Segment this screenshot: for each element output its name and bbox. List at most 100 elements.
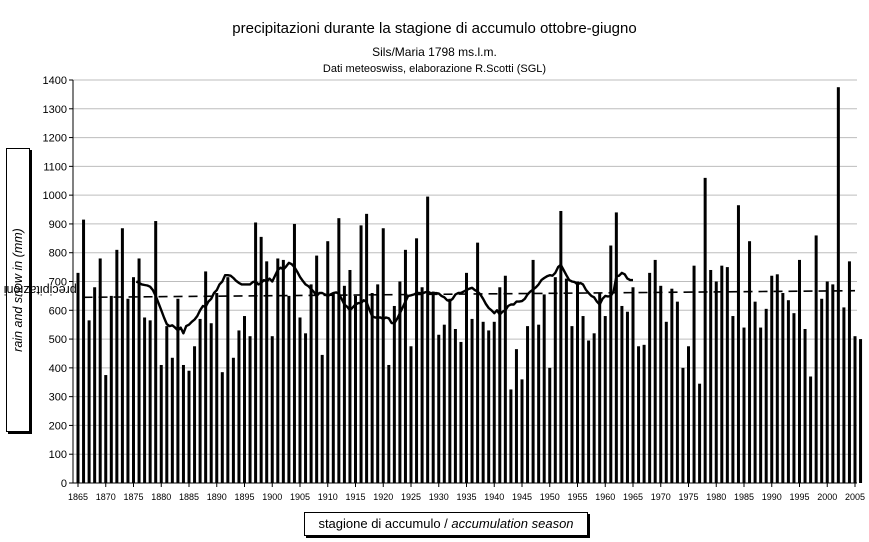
bar: [803, 328, 807, 483]
y-tick-label: 500: [49, 334, 67, 346]
x-tick-label: 1985: [734, 492, 754, 502]
bar: [215, 293, 219, 483]
bar: [487, 330, 491, 483]
bar: [576, 281, 579, 483]
bar: [476, 242, 480, 483]
bar: [320, 354, 324, 483]
bar: [598, 293, 602, 483]
x-tick-label: 1990: [762, 492, 782, 502]
bar: [326, 241, 330, 483]
y-axis-label-main: precipitazioni in mm /: [0, 283, 77, 297]
x-tick-label: 1945: [512, 492, 532, 502]
bar: [315, 255, 319, 483]
bar: [132, 277, 135, 483]
bar: [287, 295, 291, 483]
bar: [531, 259, 535, 483]
bar: [553, 277, 557, 483]
bar: [187, 370, 191, 483]
bar: [570, 326, 574, 483]
y-tick-label: 0: [61, 478, 67, 490]
bar: [670, 288, 674, 483]
bar: [770, 275, 774, 483]
moving-average-line: [135, 261, 633, 335]
bar: [664, 321, 668, 483]
bar: [503, 275, 507, 483]
bar: [165, 326, 169, 483]
chart-title: precipitazioni durante la stagione di ac…: [232, 20, 637, 37]
x-tick-label: 1960: [595, 492, 615, 502]
bar: [814, 235, 818, 483]
bar: [354, 295, 357, 483]
bar: [198, 318, 202, 483]
x-axis-label-italic: accumulation season: [451, 516, 574, 531]
bar: [220, 372, 224, 483]
bar: [614, 212, 618, 483]
x-tick-label: 1865: [68, 492, 88, 502]
bar: [559, 210, 563, 483]
bar: [775, 274, 779, 483]
bar: [109, 295, 113, 483]
y-tick-label: 1300: [43, 104, 67, 116]
bar: [137, 258, 141, 483]
bar: [359, 225, 363, 483]
bar: [609, 245, 613, 483]
bar: [154, 221, 158, 484]
bar: [442, 324, 446, 483]
bar: [392, 305, 396, 483]
bar: [331, 293, 335, 483]
bar: [725, 267, 729, 483]
bar: [587, 340, 591, 483]
bar: [648, 272, 652, 483]
bar: [259, 236, 263, 483]
bar: [703, 177, 707, 483]
bar: [603, 316, 607, 483]
bar: [348, 269, 352, 483]
bar: [687, 346, 690, 483]
bar: [653, 259, 657, 483]
x-tick-label: 1900: [262, 492, 282, 502]
bar: [492, 321, 496, 483]
x-tick-label: 2000: [817, 492, 837, 502]
bar: [859, 339, 863, 483]
y-tick-label: 1400: [43, 75, 67, 87]
bar: [120, 228, 124, 483]
x-tick-label: 1880: [151, 492, 171, 502]
y-tick-label: 100: [49, 449, 67, 461]
bar: [659, 285, 663, 483]
bar: [76, 272, 80, 483]
chart-source: Dati meteoswiss, elaborazione R.Scotti (…: [322, 63, 547, 75]
bar: [448, 298, 452, 483]
bar: [825, 281, 829, 483]
bar: [265, 261, 269, 483]
x-tick-label: 1895: [234, 492, 254, 502]
bar: [759, 327, 763, 483]
bar: [514, 349, 518, 483]
y-tick-label: 600: [49, 305, 67, 317]
bar: [537, 324, 541, 483]
bar: [764, 308, 768, 483]
bar: [126, 298, 130, 483]
y-tick-label: 1100: [43, 161, 67, 173]
bar: [498, 287, 502, 483]
bar: [731, 316, 735, 483]
bar: [420, 287, 424, 483]
bar: [403, 249, 407, 483]
bar: [581, 316, 585, 483]
bar: [642, 344, 646, 483]
bar: [698, 383, 702, 483]
x-axis-label-main: stagione di accumulo /: [318, 516, 452, 531]
y-tick-label: 300: [49, 392, 67, 404]
bar: [592, 333, 596, 483]
bar: [237, 330, 241, 483]
bar: [692, 265, 696, 483]
bar: [625, 311, 629, 483]
bar: [204, 271, 208, 483]
bar: [836, 87, 840, 484]
bar: [792, 313, 796, 483]
bar: [742, 327, 746, 483]
bar: [398, 281, 402, 483]
x-tick-label: 1915: [345, 492, 365, 502]
bar: [176, 298, 180, 483]
y-axis-label-box: precipitazioni in mm / rain and snow in …: [0, 148, 77, 432]
x-tick-label: 1965: [623, 492, 643, 502]
